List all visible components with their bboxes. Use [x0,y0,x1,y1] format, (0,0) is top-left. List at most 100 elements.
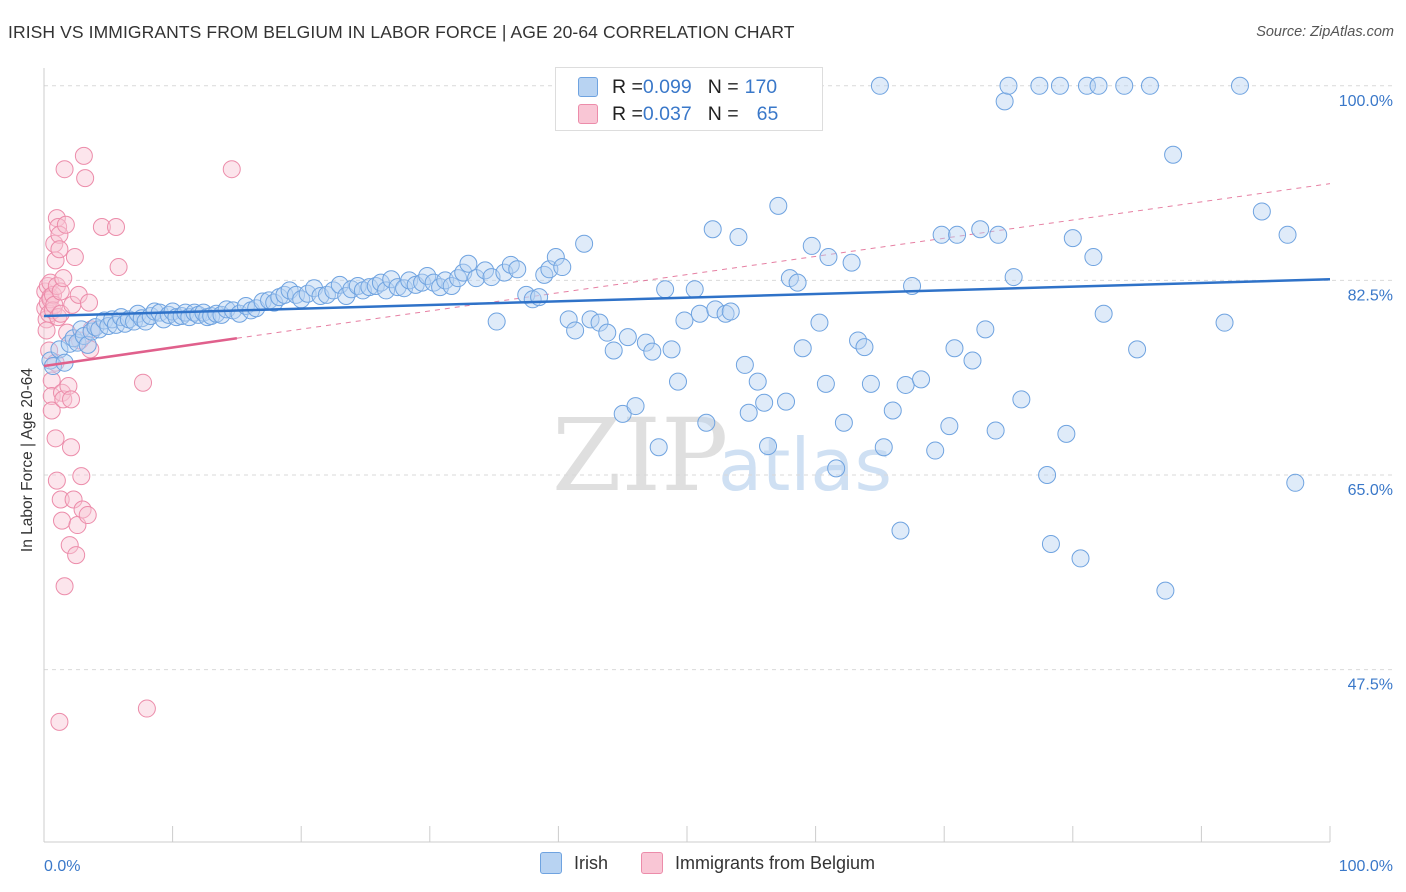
chart-title: IRISH VS IMMIGRANTS FROM BELGIUM IN LABO… [8,22,795,42]
stats-row-belgium: R = 0.037 N = 65 [578,99,778,129]
irish-point [995,92,1014,111]
irish-point [816,374,835,393]
irish-point [1089,76,1108,95]
y-tick-label: 100.0% [1339,93,1393,110]
belgium-point [222,160,241,179]
belgium-point [137,699,156,718]
source-credit: Source: ZipAtlas.com [1256,24,1394,40]
irish-point [1041,534,1060,553]
irish-trend-line [43,278,1331,318]
irish-r-label: R = [612,75,643,98]
irish-point [874,438,893,457]
irish-point [748,372,767,391]
y-tick-label: 47.5% [1348,677,1393,694]
belgium-point [50,712,69,731]
irish-point [788,273,807,292]
trend-lines-dashed [236,183,1331,339]
belgium-point [134,373,153,392]
irish-point [810,313,829,332]
belgium-point [56,215,75,234]
belgium-point [50,225,69,244]
irish-point [926,441,945,460]
irish-point [487,312,506,331]
y-tick-label: 82.5% [1348,287,1393,304]
legend-belgium-swatch [641,852,663,874]
stats-box: R = 0.099 N = 170 R = 0.037 N = 65 [555,67,823,131]
belgium-point [59,377,78,396]
irish-point [377,281,396,300]
belgium-point [42,401,61,420]
belgium-point [65,248,84,267]
irish-point [366,276,385,295]
belgium-point [72,467,91,486]
irish-point [476,261,495,280]
irish-point [566,321,585,340]
belgium-r-label: R = [612,102,643,125]
irish-point [449,269,468,288]
irish-point [265,293,284,312]
irish-point [729,228,748,247]
irish-point [1164,145,1183,164]
irish-swatch [578,77,598,97]
belgium-point [92,218,111,237]
irish-point [940,417,959,436]
legend-item-irish[interactable]: Irish [540,852,608,874]
irish-point [759,437,778,456]
irish-point [989,225,1008,244]
irish-point [1012,390,1031,409]
belgium-r-value: 0.037 [642,102,692,125]
irish-r-value: 0.099 [642,75,692,98]
irish-point [459,254,478,273]
belgium-point [53,511,72,530]
irish-point [388,278,407,297]
legend-item-belgium[interactable]: Immigrants from Belgium [641,852,875,874]
gridlines [44,85,1393,671]
belgium-point [50,240,69,259]
irish-point [1252,202,1271,221]
irish-point [891,521,910,540]
irish-point [855,338,874,357]
irish-point [1084,248,1103,267]
irish-point [963,351,982,370]
irish-point [971,220,990,239]
irish-point [649,438,668,457]
watermark: ZIP atlas [552,397,892,514]
irish-point [668,372,687,391]
x-tick-labels: 0.0% 100.0% [44,858,1393,875]
irish-point [976,320,995,339]
irish-point [685,280,704,299]
irish-point [643,342,662,361]
irish-point [819,248,838,267]
irish-point [1030,76,1049,95]
irish-point [690,304,709,323]
irish-point [945,339,964,358]
irish-point [932,225,951,244]
belgium-point [42,371,61,390]
irish-point [861,374,880,393]
irish-point [553,258,572,277]
irish-point [1278,225,1297,244]
irish-point [604,341,623,360]
legend-irish-swatch [540,852,562,874]
irish-point [706,300,725,319]
irish-point [1128,340,1147,359]
irish-point [50,340,69,359]
irish-point [535,265,554,284]
belgium-trend-extension [236,183,1331,339]
belgium-point [78,506,97,525]
watermark-zip-text: ZIP [552,397,728,514]
y-tick-labels: 100.0% 82.5% 65.0% 47.5% [1339,93,1393,694]
belgium-points [36,146,241,731]
irish-point [1215,313,1234,332]
irish-point [656,280,675,299]
belgium-point [107,218,126,237]
irish-point [777,392,796,411]
belgium-point [49,308,68,327]
irish-point [626,397,645,416]
irish-point [78,335,97,354]
irish-point [467,269,486,288]
irish-point [999,76,1018,95]
belgium-point [80,293,99,312]
irish-point [769,196,788,215]
belgium-trend-line [43,336,238,368]
